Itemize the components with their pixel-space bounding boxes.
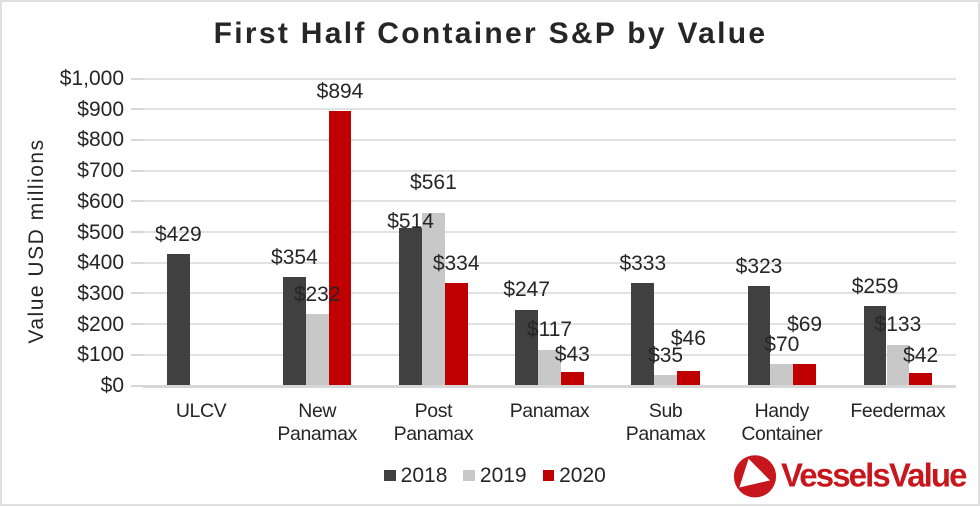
svg-text:VesselsValue: VesselsValue [781,456,967,493]
